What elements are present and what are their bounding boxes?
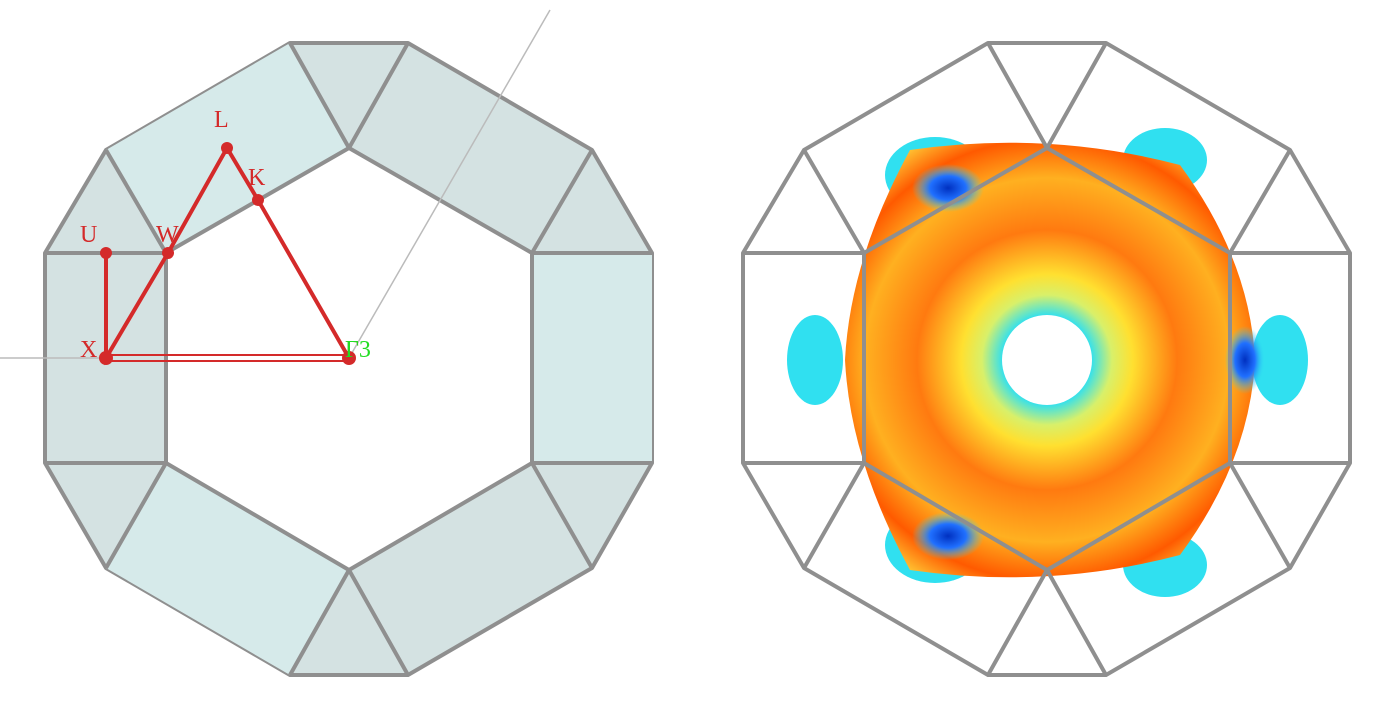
- right-zone: [741, 41, 1352, 677]
- axis: [348, 9, 551, 359]
- label-U: U: [80, 222, 97, 248]
- label-K: K: [248, 165, 266, 191]
- label-gamma: Γ: [345, 337, 359, 363]
- label-X: X: [80, 337, 97, 363]
- fermi-surface: [787, 128, 1308, 597]
- label-W: W: [156, 222, 179, 248]
- label-gamma3: Γ3: [345, 337, 371, 363]
- face: [106, 463, 349, 675]
- label-L: L: [214, 107, 229, 133]
- edges: [743, 42, 1350, 676]
- k-points: [99, 142, 356, 365]
- face: [532, 253, 652, 463]
- edges: [45, 42, 652, 676]
- left-zone: L K W U X Γ Γ3: [0, 9, 654, 677]
- k-path: [104, 144, 351, 366]
